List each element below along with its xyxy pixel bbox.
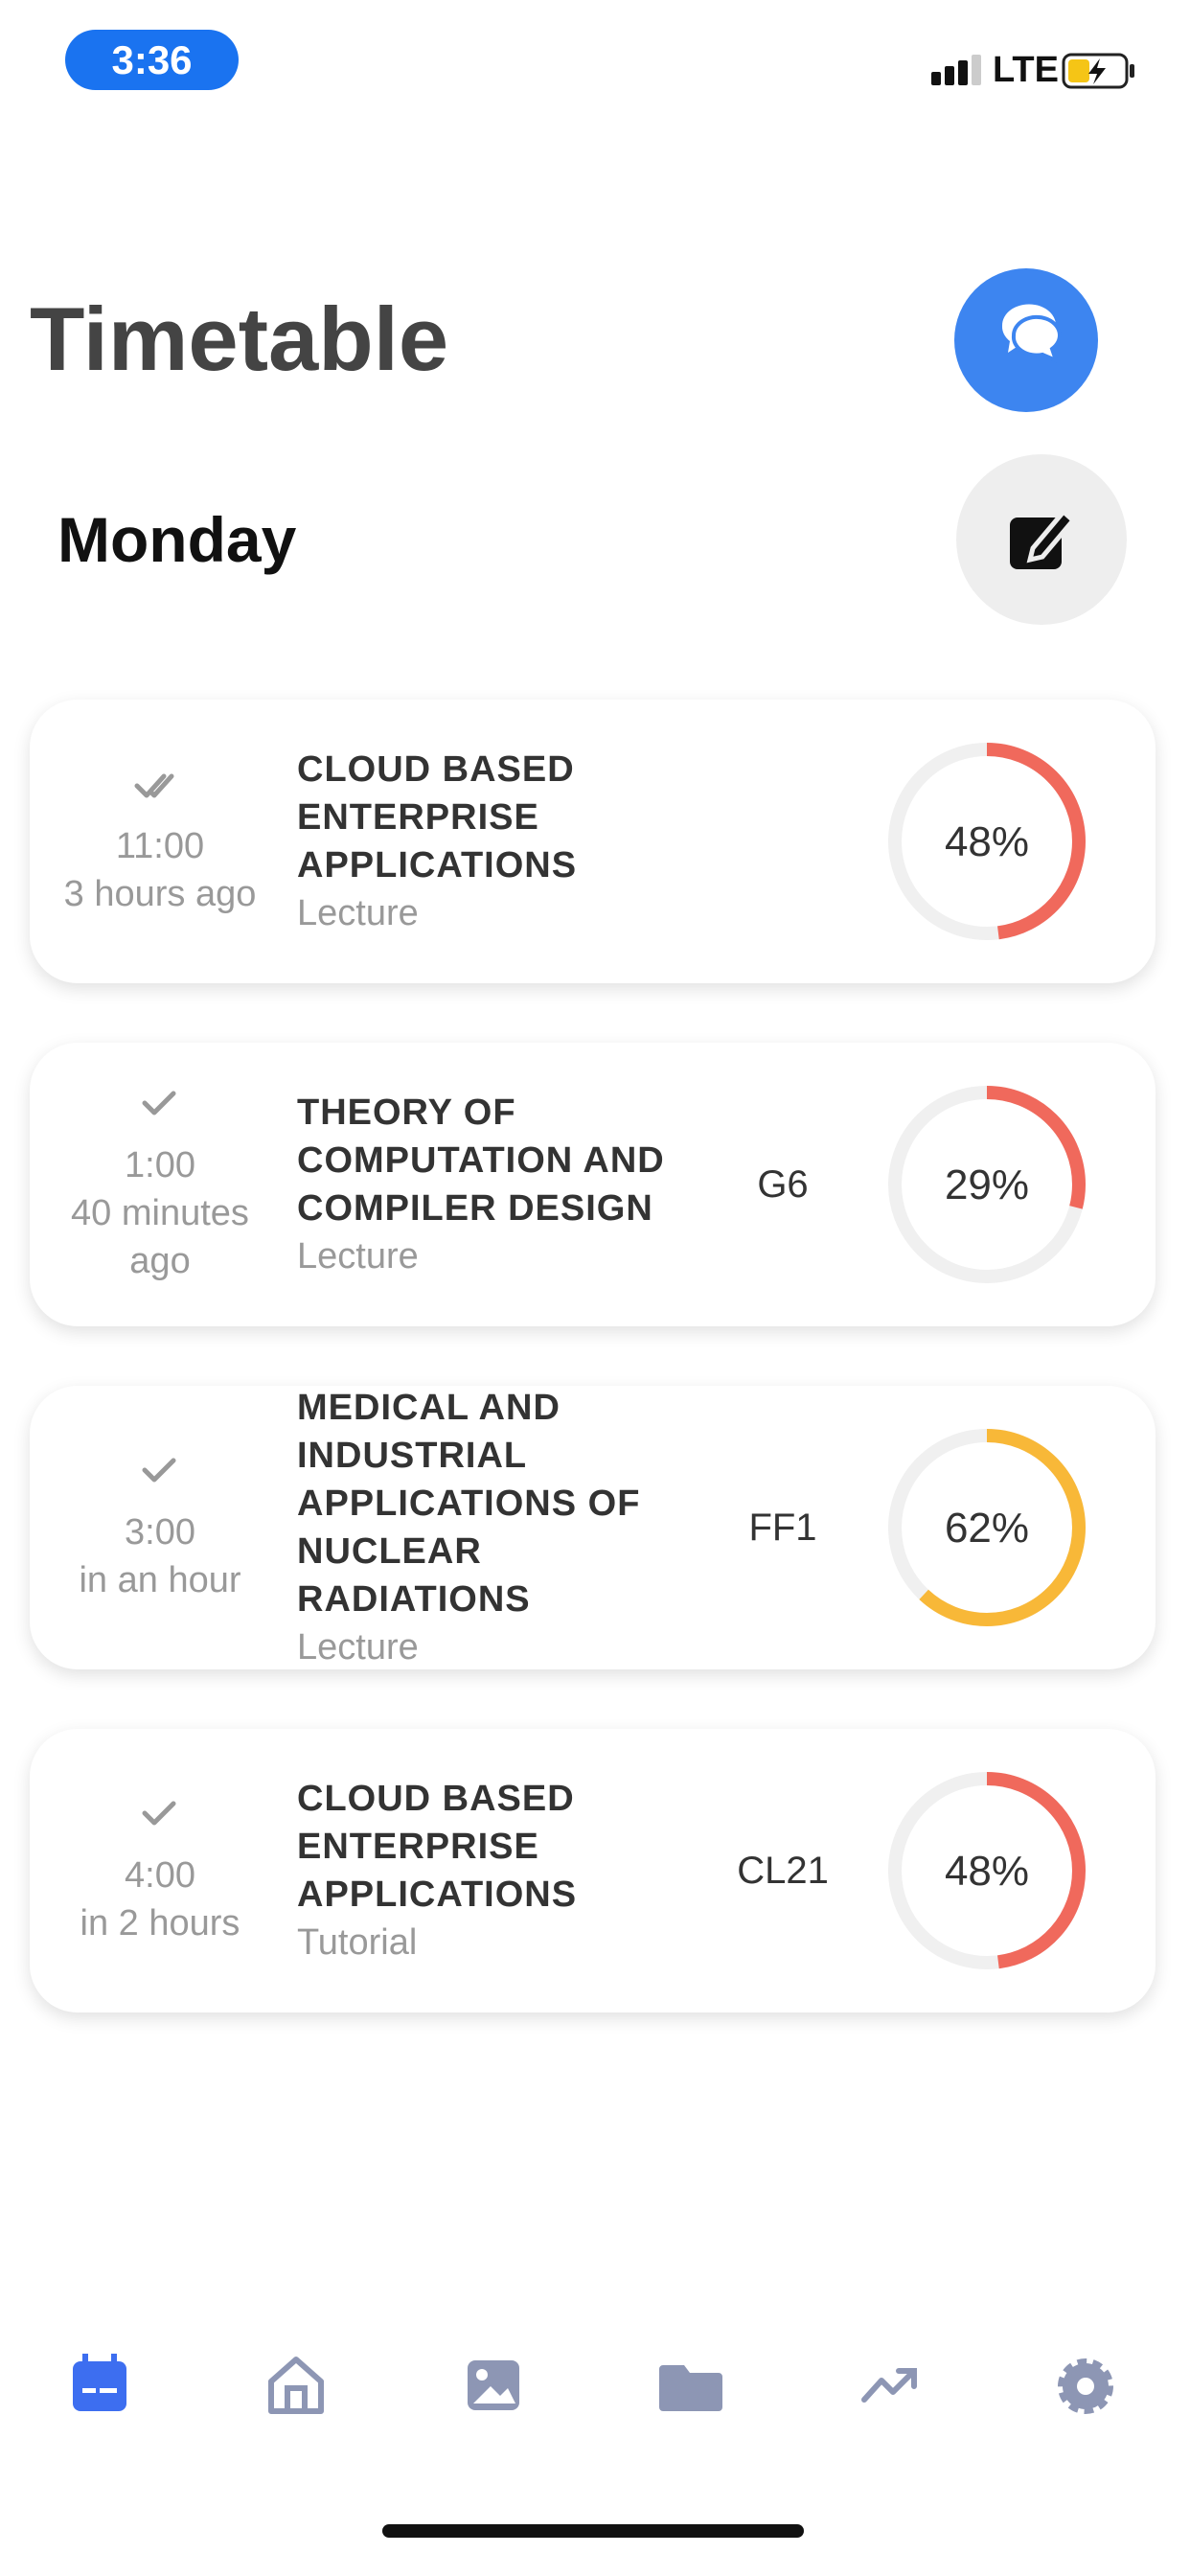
page-title: Timetable: [30, 288, 449, 389]
network-label: LTE: [993, 50, 1059, 90]
relative-time: 3 hours ago: [63, 874, 257, 914]
attendance-ring: 29%: [888, 1086, 1086, 1283]
class-title: MEDICAL AND INDUSTRIAL APPLICATIONS OF N…: [297, 1388, 641, 1620]
ring-progress: [888, 1086, 1086, 1283]
check-mark: [142, 1801, 176, 1826]
class-info: MEDICAL AND INDUSTRIAL APPLICATIONS OF N…: [297, 1386, 699, 1669]
class-title: CLOUD BASED ENTERPRISE APPLICATIONS: [297, 1779, 578, 1915]
status-icon: [142, 1458, 176, 1483]
start-time: 4:00: [125, 1855, 195, 1896]
relative-time: in 2 hours: [80, 1903, 240, 1944]
day-label: Monday: [57, 504, 297, 575]
battery-icon: [1062, 53, 1134, 89]
class-time: 3:00 in an hour: [30, 1386, 290, 1669]
class-card: 1:00 40 minutes ago THEORY OF COMPUTATION …: [30, 1043, 1156, 1326]
class-card: 4:00 in 2 hours CLOUD BASED ENTERPRISE APP…: [30, 1729, 1156, 2012]
signal-icon: [931, 55, 981, 85]
attendance-label: 48%: [945, 818, 1029, 865]
class-type: Lecture: [297, 893, 419, 933]
attendance-label: 48%: [945, 1848, 1029, 1895]
class-type: Tutorial: [297, 1922, 418, 1963]
start-time: 1:00: [125, 1145, 195, 1185]
class-card: 3:00 in an hour MEDICAL AND INDUSTRIAL APP…: [30, 1386, 1156, 1669]
ring-progress: [888, 1772, 1086, 1969]
attendance-ring: 48%: [888, 743, 1086, 940]
class-time: 11:00 3 hours ago: [30, 700, 290, 983]
attendance-label: 29%: [945, 1162, 1029, 1208]
chat-button[interactable]: [954, 268, 1098, 412]
tab-settings[interactable]: [1058, 2358, 1113, 2414]
class-card: 11:00 3 hours ago CLOUD BASED ENTERPRISE A…: [30, 700, 1156, 983]
class-time: 1:00 40 minutes ago: [30, 1043, 290, 1326]
class-room: CL21: [737, 1849, 829, 1892]
start-time: 11:00: [115, 826, 205, 866]
status-icon: [142, 1091, 176, 1116]
tab-gallery[interactable]: [468, 2360, 519, 2410]
home-indicator: [382, 2524, 804, 2538]
check-mark: [134, 773, 174, 798]
attendance-label: 62%: [945, 1505, 1029, 1552]
check-mark: [142, 1458, 176, 1483]
class-time: 4:00 in 2 hours: [30, 1729, 290, 2012]
class-info: THEORY OF COMPUTATION AND COMPILER DESIG…: [297, 1043, 699, 1326]
class-room: FF1: [748, 1506, 817, 1549]
tab-timetable[interactable]: [73, 2354, 126, 2411]
ring-progress: [888, 1429, 1086, 1626]
status-time: 3:36: [65, 30, 239, 90]
tab-bar: [73, 2354, 1113, 2414]
class-info: CLOUD BASED ENTERPRISE APPLICATIONS Lectu…: [297, 700, 699, 983]
start-time: 3:00: [125, 1512, 195, 1552]
tab-home[interactable]: [268, 2357, 324, 2414]
status-icon: [134, 773, 174, 798]
class-room: G6: [757, 1162, 809, 1206]
class-title: CLOUD BASED ENTERPRISE APPLICATIONS: [297, 749, 578, 886]
relative-time: in an hour: [79, 1560, 241, 1600]
attendance-ring: 62%: [888, 1429, 1086, 1626]
class-type: Lecture: [297, 1627, 419, 1668]
edit-button[interactable]: [956, 454, 1127, 625]
ring-progress: [888, 743, 1086, 940]
check-mark: [142, 1091, 176, 1116]
class-title: THEORY OF COMPUTATION AND COMPILER DESIG…: [297, 1092, 665, 1229]
status-icon: [142, 1801, 176, 1826]
relative-time: 40 minutes ago: [71, 1193, 249, 1281]
tab-stats[interactable]: [861, 2368, 917, 2403]
attendance-ring: 48%: [888, 1772, 1086, 1969]
class-type: Lecture: [297, 1236, 419, 1276]
tab-files[interactable]: [659, 2365, 722, 2411]
class-info: CLOUD BASED ENTERPRISE APPLICATIONS Tutor…: [297, 1729, 699, 2012]
